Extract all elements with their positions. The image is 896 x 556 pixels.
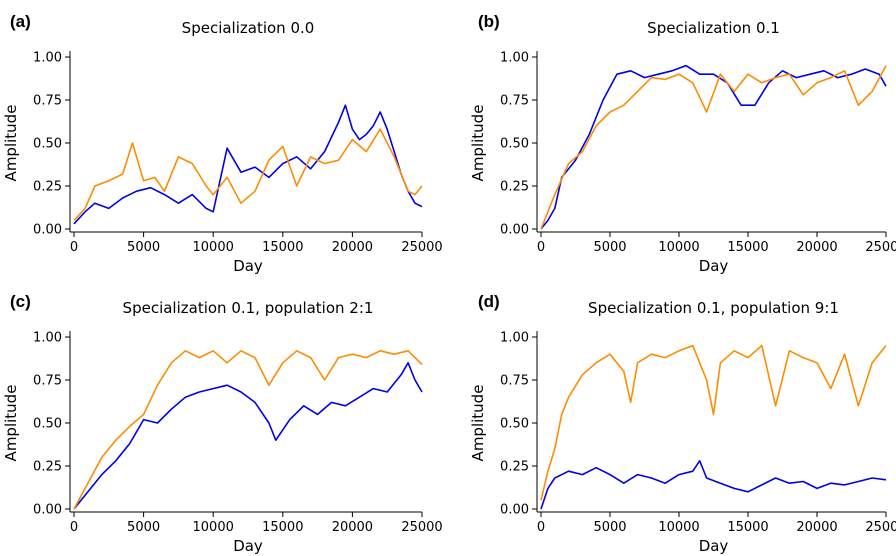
panel-a: (a) Specialization 0.0 0 5000 10000 15000 2000… bbox=[2, 12, 443, 275]
y-tick-label: 0.50 bbox=[500, 417, 529, 432]
x-tick-label: 0 bbox=[537, 240, 545, 255]
chart-title: Specialization 0.1 bbox=[647, 19, 780, 37]
y-tick-label: 0.75 bbox=[33, 94, 62, 109]
chart-title: Specialization 0.0 bbox=[182, 19, 315, 37]
panel-c: (c) Specialization 0.1, population 2:1 0 50… bbox=[2, 292, 443, 555]
panel-b: (b) Specialization 0.1 0 5000 10000 15000 2000… bbox=[469, 12, 896, 275]
y-tick-label: 0.00 bbox=[500, 503, 529, 518]
y-tick-label: 0.75 bbox=[500, 94, 529, 109]
chart-title: Specialization 0.1, population 2:1 bbox=[123, 299, 374, 317]
y-tick-label: 0.25 bbox=[33, 460, 62, 475]
x-axis-label: Day bbox=[233, 537, 263, 555]
x-tick-label: 25000 bbox=[865, 520, 896, 535]
x-tick-label: 20000 bbox=[796, 240, 837, 255]
x-tick-label: 25000 bbox=[865, 240, 896, 255]
x-tick-label: 10000 bbox=[658, 240, 699, 255]
x-tick-label: 5000 bbox=[127, 240, 160, 255]
x-tick-label: 25000 bbox=[401, 240, 442, 255]
panel-letter: (c) bbox=[10, 292, 31, 311]
y-tick-label: 0.75 bbox=[500, 374, 529, 389]
y-tick-label: 0.50 bbox=[500, 137, 529, 152]
y-tick-label: 0.25 bbox=[33, 180, 62, 195]
x-tick-label: 15000 bbox=[727, 240, 768, 255]
blue-series-line bbox=[73, 361, 423, 510]
y-tick-label: 0.00 bbox=[500, 223, 529, 238]
blue-series-line bbox=[540, 459, 887, 510]
x-tick-label: 20000 bbox=[332, 240, 373, 255]
x-tick-label: 10000 bbox=[658, 520, 699, 535]
x-axis-label: Day bbox=[699, 537, 729, 555]
y-axis-label: Amplitude bbox=[2, 385, 20, 462]
y-tick-label: 0.25 bbox=[500, 180, 529, 195]
orange-series-line bbox=[73, 349, 423, 510]
x-tick-label: 0 bbox=[70, 240, 78, 255]
x-tick-label: 0 bbox=[537, 520, 545, 535]
x-tick-label: 5000 bbox=[593, 240, 626, 255]
panel-letter: (b) bbox=[478, 12, 500, 31]
panel-d: (d) Specialization 0.1, population 9:1 0 50… bbox=[469, 292, 896, 555]
y-axis-label: Amplitude bbox=[469, 105, 487, 182]
x-tick-label: 15000 bbox=[727, 520, 768, 535]
x-tick-label: 20000 bbox=[796, 520, 837, 535]
y-tick-label: 0.50 bbox=[33, 417, 62, 432]
chart-title: Specialization 0.1, population 9:1 bbox=[588, 299, 839, 317]
y-tick-label: 1.00 bbox=[500, 51, 529, 66]
y-tick-label: 1.00 bbox=[33, 331, 62, 346]
x-tick-label: 15000 bbox=[262, 240, 303, 255]
y-tick-label: 0.75 bbox=[33, 374, 62, 389]
y-tick-label: 1.00 bbox=[500, 331, 529, 346]
blue-series-line bbox=[73, 104, 423, 225]
y-tick-label: 0.25 bbox=[500, 460, 529, 475]
x-axis-label: Day bbox=[233, 257, 263, 275]
y-axis-label: Amplitude bbox=[469, 385, 487, 462]
x-tick-label: 0 bbox=[70, 520, 78, 535]
y-tick-label: 0.00 bbox=[33, 223, 62, 238]
x-axis-label: Day bbox=[699, 257, 729, 275]
y-tick-label: 0.00 bbox=[33, 503, 62, 518]
x-tick-label: 5000 bbox=[127, 520, 160, 535]
orange-series-line bbox=[540, 344, 887, 501]
y-tick-label: 0.50 bbox=[33, 137, 62, 152]
orange-series-line bbox=[73, 128, 423, 221]
orange-series-line bbox=[540, 65, 887, 230]
x-tick-label: 20000 bbox=[332, 520, 373, 535]
x-tick-label: 15000 bbox=[262, 520, 303, 535]
x-tick-label: 10000 bbox=[193, 240, 234, 255]
x-tick-label: 10000 bbox=[193, 520, 234, 535]
blue-series-line bbox=[540, 64, 887, 230]
x-tick-label: 25000 bbox=[401, 520, 442, 535]
y-tick-label: 1.00 bbox=[33, 51, 62, 66]
panel-letter: (d) bbox=[478, 292, 500, 311]
panel-letter: (a) bbox=[10, 12, 31, 31]
x-tick-label: 5000 bbox=[593, 520, 626, 535]
y-axis-label: Amplitude bbox=[2, 105, 20, 182]
